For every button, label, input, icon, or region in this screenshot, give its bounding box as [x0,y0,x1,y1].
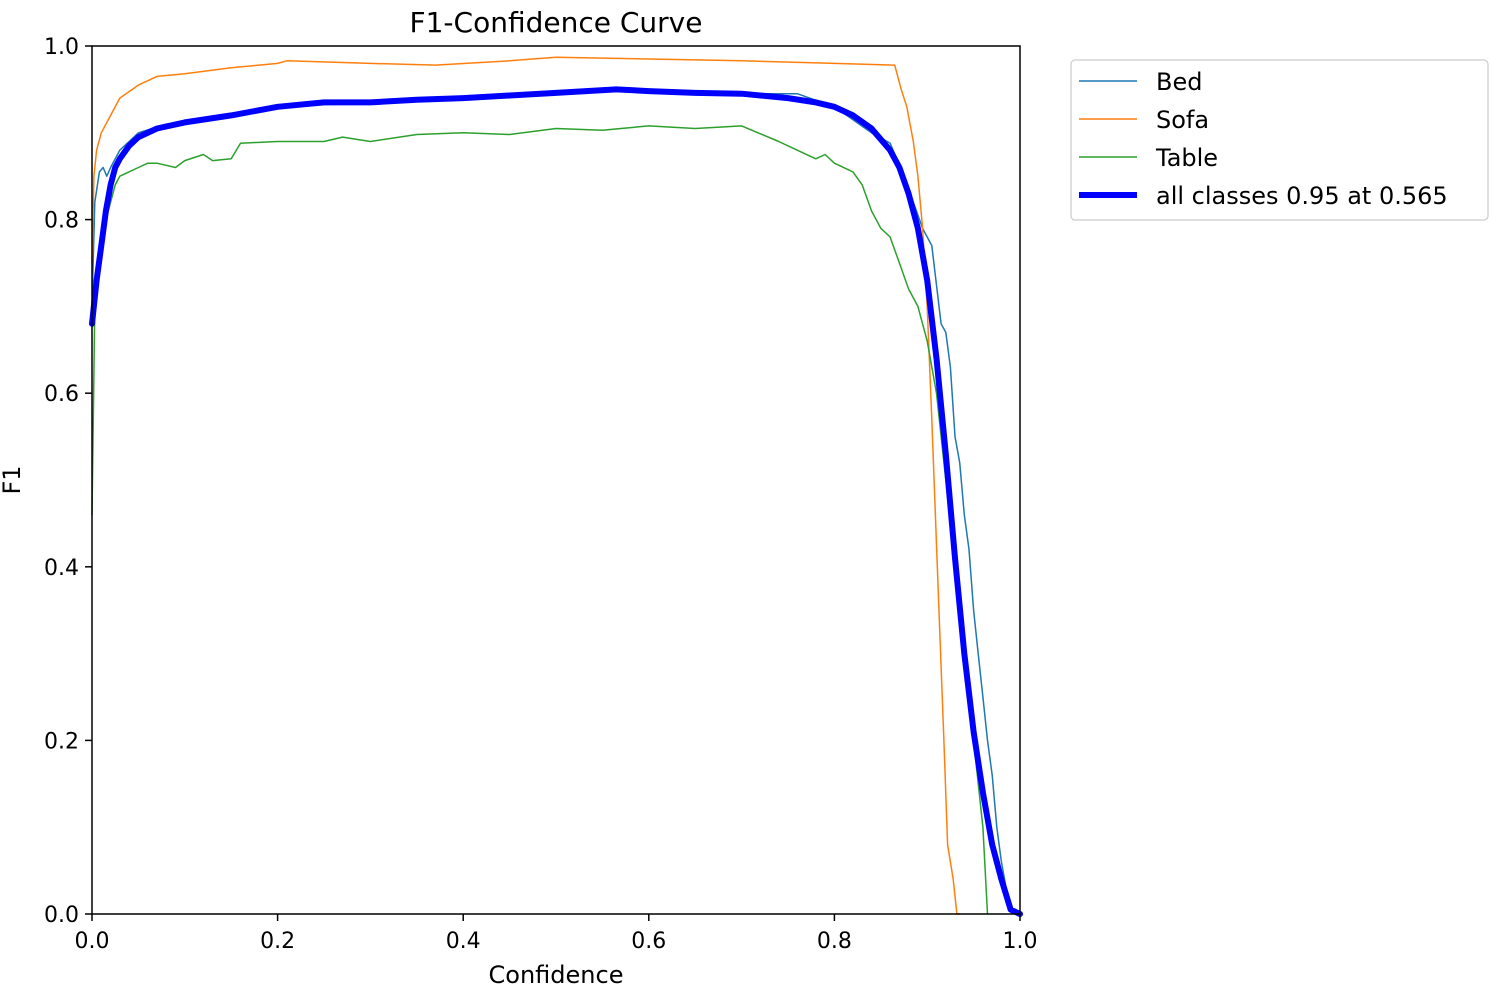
x-tick-label: 0.4 [446,929,481,954]
series-line-2 [91,56,961,915]
y-axis-title: F1 [0,465,26,494]
legend-label-3: Table [1155,144,1218,172]
series-layer [89,56,1023,917]
y-tick-label: 1.0 [44,35,79,60]
x-tick-label: 0.6 [631,929,666,954]
y-tick-label: 0.6 [44,382,79,407]
series-line-3 [91,125,989,915]
chart-title: F1-Confidence Curve [410,6,703,39]
legend-label-1: Bed [1156,68,1202,96]
legend-box [1070,59,1489,221]
x-tick-label: 1.0 [1003,929,1038,954]
y-tick-label: 0.2 [44,729,79,754]
plot-area [89,45,1023,917]
plot-background [92,46,1020,914]
x-axis-title: Confidence [489,961,624,989]
legend-label-2: Sofa [1156,106,1209,134]
x-tick-label: 0.8 [817,929,852,954]
series-line-4 [89,86,1023,917]
x-tick-label: 0.0 [75,929,110,954]
x-axis: 0.0 0.2 0.4 0.6 0.8 1.0 [75,914,1038,954]
legend: Bed Sofa Table all classes 0.95 at 0.565 [1070,59,1489,221]
plot-frame [91,45,1021,915]
x-tick-label: 0.2 [260,929,295,954]
y-axis: 0.0 0.2 0.4 0.6 0.8 1.0 [44,35,92,928]
y-tick-label: 0.8 [44,209,79,234]
y-tick-label: 0.0 [44,903,79,928]
y-tick-label: 0.4 [44,556,79,581]
legend-label-4: all classes 0.95 at 0.565 [1156,182,1448,210]
